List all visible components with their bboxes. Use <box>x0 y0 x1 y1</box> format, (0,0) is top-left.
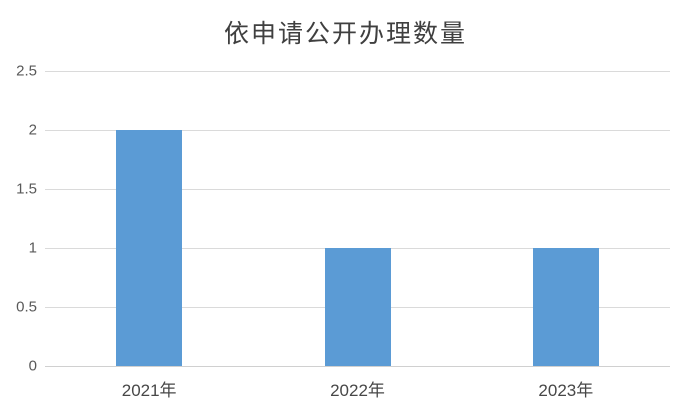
y-axis-tick-label: 1.5 <box>16 180 37 198</box>
gridline <box>45 189 670 190</box>
bar-2021年 <box>116 130 183 366</box>
y-axis-tick-label: 0.5 <box>16 298 37 316</box>
x-axis-line <box>45 366 670 367</box>
bar-2022年 <box>324 248 391 366</box>
x-axis-tick-label: 2023年 <box>538 381 594 400</box>
x-axis-tick-label: 2022年 <box>330 381 385 400</box>
y-axis-tick-label: 2.5 <box>16 62 37 80</box>
bar-2023年 <box>532 248 599 366</box>
y-axis-tick-label: 2 <box>28 121 37 139</box>
gridline <box>45 130 670 131</box>
chart-title: 依申请公开办理数量 <box>223 19 467 48</box>
y-axis-tick-label: 0 <box>28 357 37 375</box>
gridline <box>45 71 670 72</box>
x-axis-tick-label: 2021年 <box>121 381 177 400</box>
y-axis-tick-label: 1 <box>28 239 37 257</box>
